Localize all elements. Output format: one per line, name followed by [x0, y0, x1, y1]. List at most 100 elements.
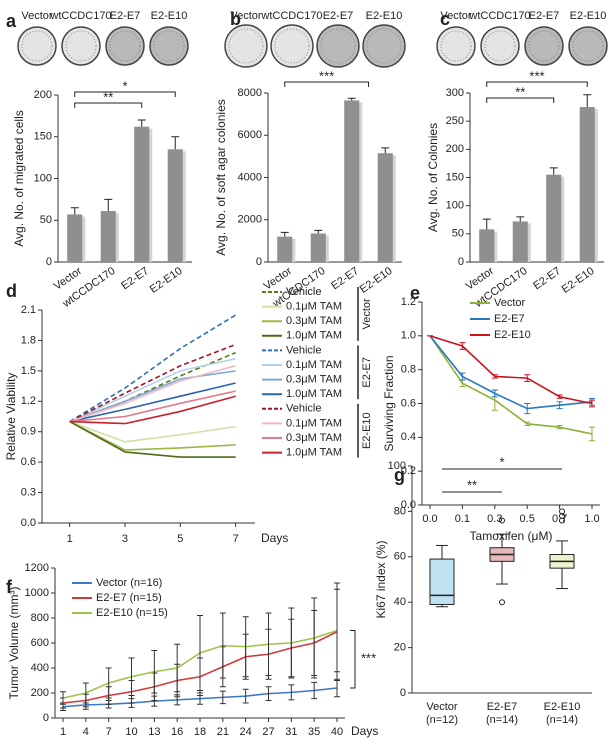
bar [67, 214, 83, 262]
plate-image-inner [109, 30, 141, 62]
legend-group-label: E2-E10 [361, 412, 373, 449]
x-tick-label: 24 [240, 726, 252, 738]
y-tick-label: 8000 [238, 87, 262, 99]
x-tick-label: 7 [106, 726, 112, 738]
y-tick-label: 200 [446, 143, 464, 155]
x-tick-label: 13 [148, 726, 160, 738]
error-bar [381, 147, 390, 154]
y-tick-label: 0 [256, 256, 262, 268]
y-tick-label: 1.0 [401, 330, 416, 342]
series-line [69, 357, 236, 423]
x-tick-label: E2-E10 [148, 265, 185, 296]
error-bar [70, 207, 79, 215]
y-tick-label: 40 [394, 596, 406, 608]
legend-label: 0.1μM TAM [286, 359, 342, 371]
plate-label: wtCCDC170 [49, 10, 111, 22]
y-tick-label: 0.8 [401, 364, 416, 376]
plate-image [362, 24, 406, 68]
bar [100, 211, 116, 262]
y-axis-label: Surviving Fraction [382, 355, 396, 451]
plate-image-inner [21, 30, 53, 62]
y-tick-label: 20 [394, 642, 406, 654]
bar [546, 174, 562, 262]
plate-label: E2-E10 [151, 10, 188, 22]
series-line [69, 420, 236, 443]
significance-label: * [122, 78, 127, 93]
x-tick-label: E2-E7 [487, 701, 518, 713]
y-axis-label: Tumor Volume (mm³) [7, 587, 21, 700]
x-tick-label: E2-E10 [560, 265, 597, 296]
plate-label: Vector [440, 10, 472, 22]
error-bar [589, 399, 595, 408]
outlier [499, 517, 505, 524]
legend-label: E2-E10 (n=15) [96, 607, 168, 619]
significance-label: *** [361, 651, 376, 666]
x-tick-label: E2-E7 [119, 265, 151, 292]
error-bar [482, 218, 491, 230]
series-line [429, 335, 593, 435]
y-tick-label: 0.6 [21, 456, 36, 468]
y-tick-label: 600 [31, 637, 49, 649]
y-tick-label: 100 [388, 460, 406, 472]
x-tick-label: 27 [262, 726, 274, 738]
x-tick-label: E2-E10 [544, 701, 581, 713]
error-bar [311, 681, 318, 700]
x-tick-label: 21 [217, 726, 229, 738]
x-tick-label: 31 [285, 726, 297, 738]
plate-image [436, 26, 476, 66]
outlier [559, 508, 565, 515]
plate-image-inner [153, 30, 185, 62]
x-tick-label: 5 [177, 533, 183, 545]
x-axis-label: Tamoxifen (μM) [470, 529, 553, 543]
x-tick-label: Vector [426, 701, 458, 713]
error-bar [524, 421, 531, 426]
y-tick-label: 2.1 [21, 304, 36, 316]
plate-image [61, 26, 101, 66]
legend-label: 0.3μM TAM [286, 432, 342, 444]
plate-label: Vector [21, 10, 53, 22]
x-tick-label: 0.0 [422, 513, 437, 525]
significance-label: * [499, 454, 504, 469]
x-tick-label: 1 [60, 726, 66, 738]
error-bar [242, 616, 249, 678]
series-line [429, 335, 593, 405]
y-tick-label: 1.2 [401, 296, 416, 308]
y-tick-label: 250 [446, 115, 464, 127]
y-tick-label: 0.3 [21, 486, 36, 498]
plate-image [480, 26, 520, 66]
outlier [499, 599, 505, 606]
bar [134, 126, 150, 262]
panel-letter: f [6, 577, 13, 597]
series-line [69, 314, 237, 423]
y-axis-label: Ki67 index (%) [374, 540, 388, 618]
y-tick-label: 300 [446, 87, 464, 99]
error-bar [151, 650, 158, 694]
y-tick-label: 80 [394, 505, 406, 517]
x-tick-label: 10 [125, 726, 137, 738]
significance-bracket [350, 630, 356, 689]
y-tick-label: 50 [452, 228, 464, 240]
legend-label: 1.0μM TAM [286, 447, 342, 459]
error-bar [347, 97, 356, 101]
error-bar [60, 691, 66, 705]
legend-label: 0.3μM TAM [286, 374, 342, 386]
legend-label: Vector (n=16) [96, 577, 162, 589]
series-line [69, 420, 236, 458]
error-bar [516, 216, 525, 222]
series-line [69, 370, 236, 423]
legend-label: 0.1μM TAM [286, 301, 342, 313]
box [429, 558, 455, 605]
bar [277, 236, 293, 262]
x-tick-label: 1.0 [584, 513, 599, 525]
error-bar [459, 372, 466, 381]
error-bar [219, 612, 226, 679]
error-bar [137, 119, 146, 127]
legend-label: Vehicle [286, 403, 321, 415]
error-bar [524, 403, 531, 415]
error-bar [105, 667, 112, 699]
plate-image-inner [440, 30, 472, 62]
x-tick-label: 1 [67, 533, 73, 545]
panel-letter: a [6, 11, 17, 31]
significance-bracket [74, 91, 176, 97]
